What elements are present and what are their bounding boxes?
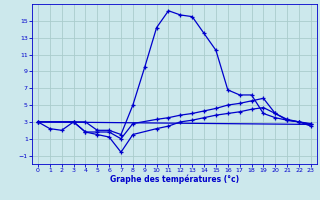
X-axis label: Graphe des températures (°c): Graphe des températures (°c) — [110, 175, 239, 184]
